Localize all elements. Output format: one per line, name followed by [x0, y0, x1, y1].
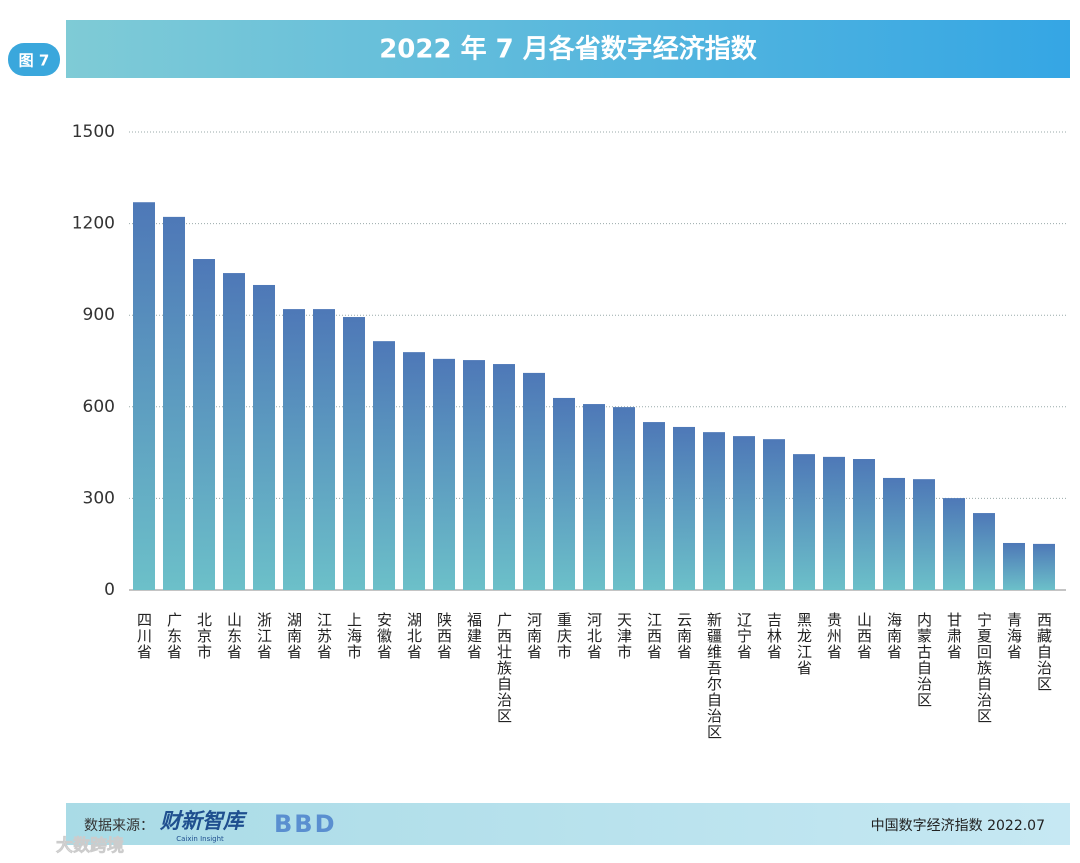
- x-tick-label: 河南省: [525, 612, 543, 660]
- y-tick-label: 300: [83, 488, 115, 508]
- bar: [163, 216, 185, 590]
- chart-title: 2022 年 7 月各省数字经济指数: [379, 34, 758, 65]
- bar: [763, 439, 785, 590]
- bar: [973, 513, 995, 590]
- bar: [613, 407, 635, 590]
- x-tick-label: 北京市: [195, 612, 213, 660]
- logo-sub: Caixin Insight: [176, 835, 224, 843]
- bar: [403, 352, 425, 590]
- bar: [703, 432, 725, 590]
- x-tick-label: 青海省: [1005, 612, 1023, 660]
- bar: [493, 364, 515, 590]
- x-tick-label: 内蒙古自治区: [915, 612, 933, 708]
- bar: [943, 498, 965, 590]
- x-tick-label: 云南省: [675, 612, 693, 660]
- x-tick-label: 重庆市: [555, 612, 573, 660]
- x-tick-label: 湖北省: [405, 612, 423, 660]
- x-tick-label: 辽宁省: [735, 612, 753, 660]
- x-tick-label: 江苏省: [315, 612, 333, 660]
- bar: [313, 309, 335, 590]
- x-tick-label: 山西省: [855, 612, 873, 660]
- bar: [193, 259, 215, 590]
- y-tick-label: 0: [104, 580, 115, 600]
- x-tick-label: 贵州省: [825, 612, 843, 660]
- x-tick-label: 陕西省: [435, 612, 453, 660]
- x-tick-label: 甘肃省: [945, 612, 963, 660]
- x-tick-label: 新疆维吾尔自治区: [705, 612, 723, 740]
- bar: [553, 397, 575, 590]
- bar: [643, 422, 665, 590]
- bar: [1003, 542, 1025, 590]
- footer-note: 中国数字经济指数 2022.07: [871, 818, 1045, 834]
- watermark: 大数跨境: [56, 835, 124, 856]
- bar: [583, 404, 605, 590]
- x-tick-label: 吉林省: [765, 612, 783, 660]
- x-tick-label: 广东省: [165, 612, 183, 660]
- logo2: BBD: [274, 810, 337, 838]
- x-tick-label: 四川省: [135, 612, 153, 660]
- bar: [283, 309, 305, 590]
- bar: [523, 372, 545, 590]
- bar: [1033, 543, 1055, 590]
- bar: [133, 202, 155, 590]
- title-banner: [66, 20, 1070, 78]
- x-tick-label: 上海市: [345, 612, 363, 660]
- bar: [673, 426, 695, 590]
- bar: [823, 456, 845, 590]
- x-tick-label: 湖南省: [285, 612, 303, 660]
- x-tick-label: 福建省: [465, 612, 483, 660]
- x-tick-label: 浙江省: [255, 612, 273, 660]
- x-tick-label: 广西壮族自治区: [495, 612, 513, 724]
- bar: [463, 360, 485, 590]
- x-tick-label: 黑龙江省: [795, 612, 813, 676]
- bar: [253, 284, 275, 590]
- x-tick-label: 山东省: [225, 612, 243, 660]
- bar: [433, 358, 455, 590]
- bar: [793, 454, 815, 590]
- bar: [373, 341, 395, 590]
- bar: [913, 479, 935, 590]
- x-tick-label: 天津市: [615, 612, 633, 660]
- x-tick-label: 江西省: [645, 612, 663, 660]
- source-label: 数据来源：: [84, 818, 154, 834]
- x-tick-label: 河北省: [585, 612, 603, 660]
- logo: 财新智库: [159, 809, 248, 833]
- y-tick-label: 1500: [72, 122, 115, 142]
- badge-text: 图 7: [19, 52, 50, 70]
- bar: [223, 273, 245, 590]
- bar: [853, 459, 875, 590]
- x-tick-label: 安徽省: [375, 612, 393, 660]
- x-tick-label: 西藏自治区: [1035, 612, 1053, 692]
- y-tick-label: 1200: [72, 214, 115, 234]
- badge: [8, 43, 60, 76]
- x-tick-label: 海南省: [885, 612, 903, 660]
- bar: [343, 317, 365, 590]
- y-tick-label: 600: [83, 397, 115, 417]
- bar: [883, 477, 905, 590]
- bar: [733, 436, 755, 590]
- footer-band: [66, 803, 1070, 845]
- y-tick-label: 900: [83, 305, 115, 325]
- x-tick-label: 宁夏回族自治区: [975, 612, 993, 724]
